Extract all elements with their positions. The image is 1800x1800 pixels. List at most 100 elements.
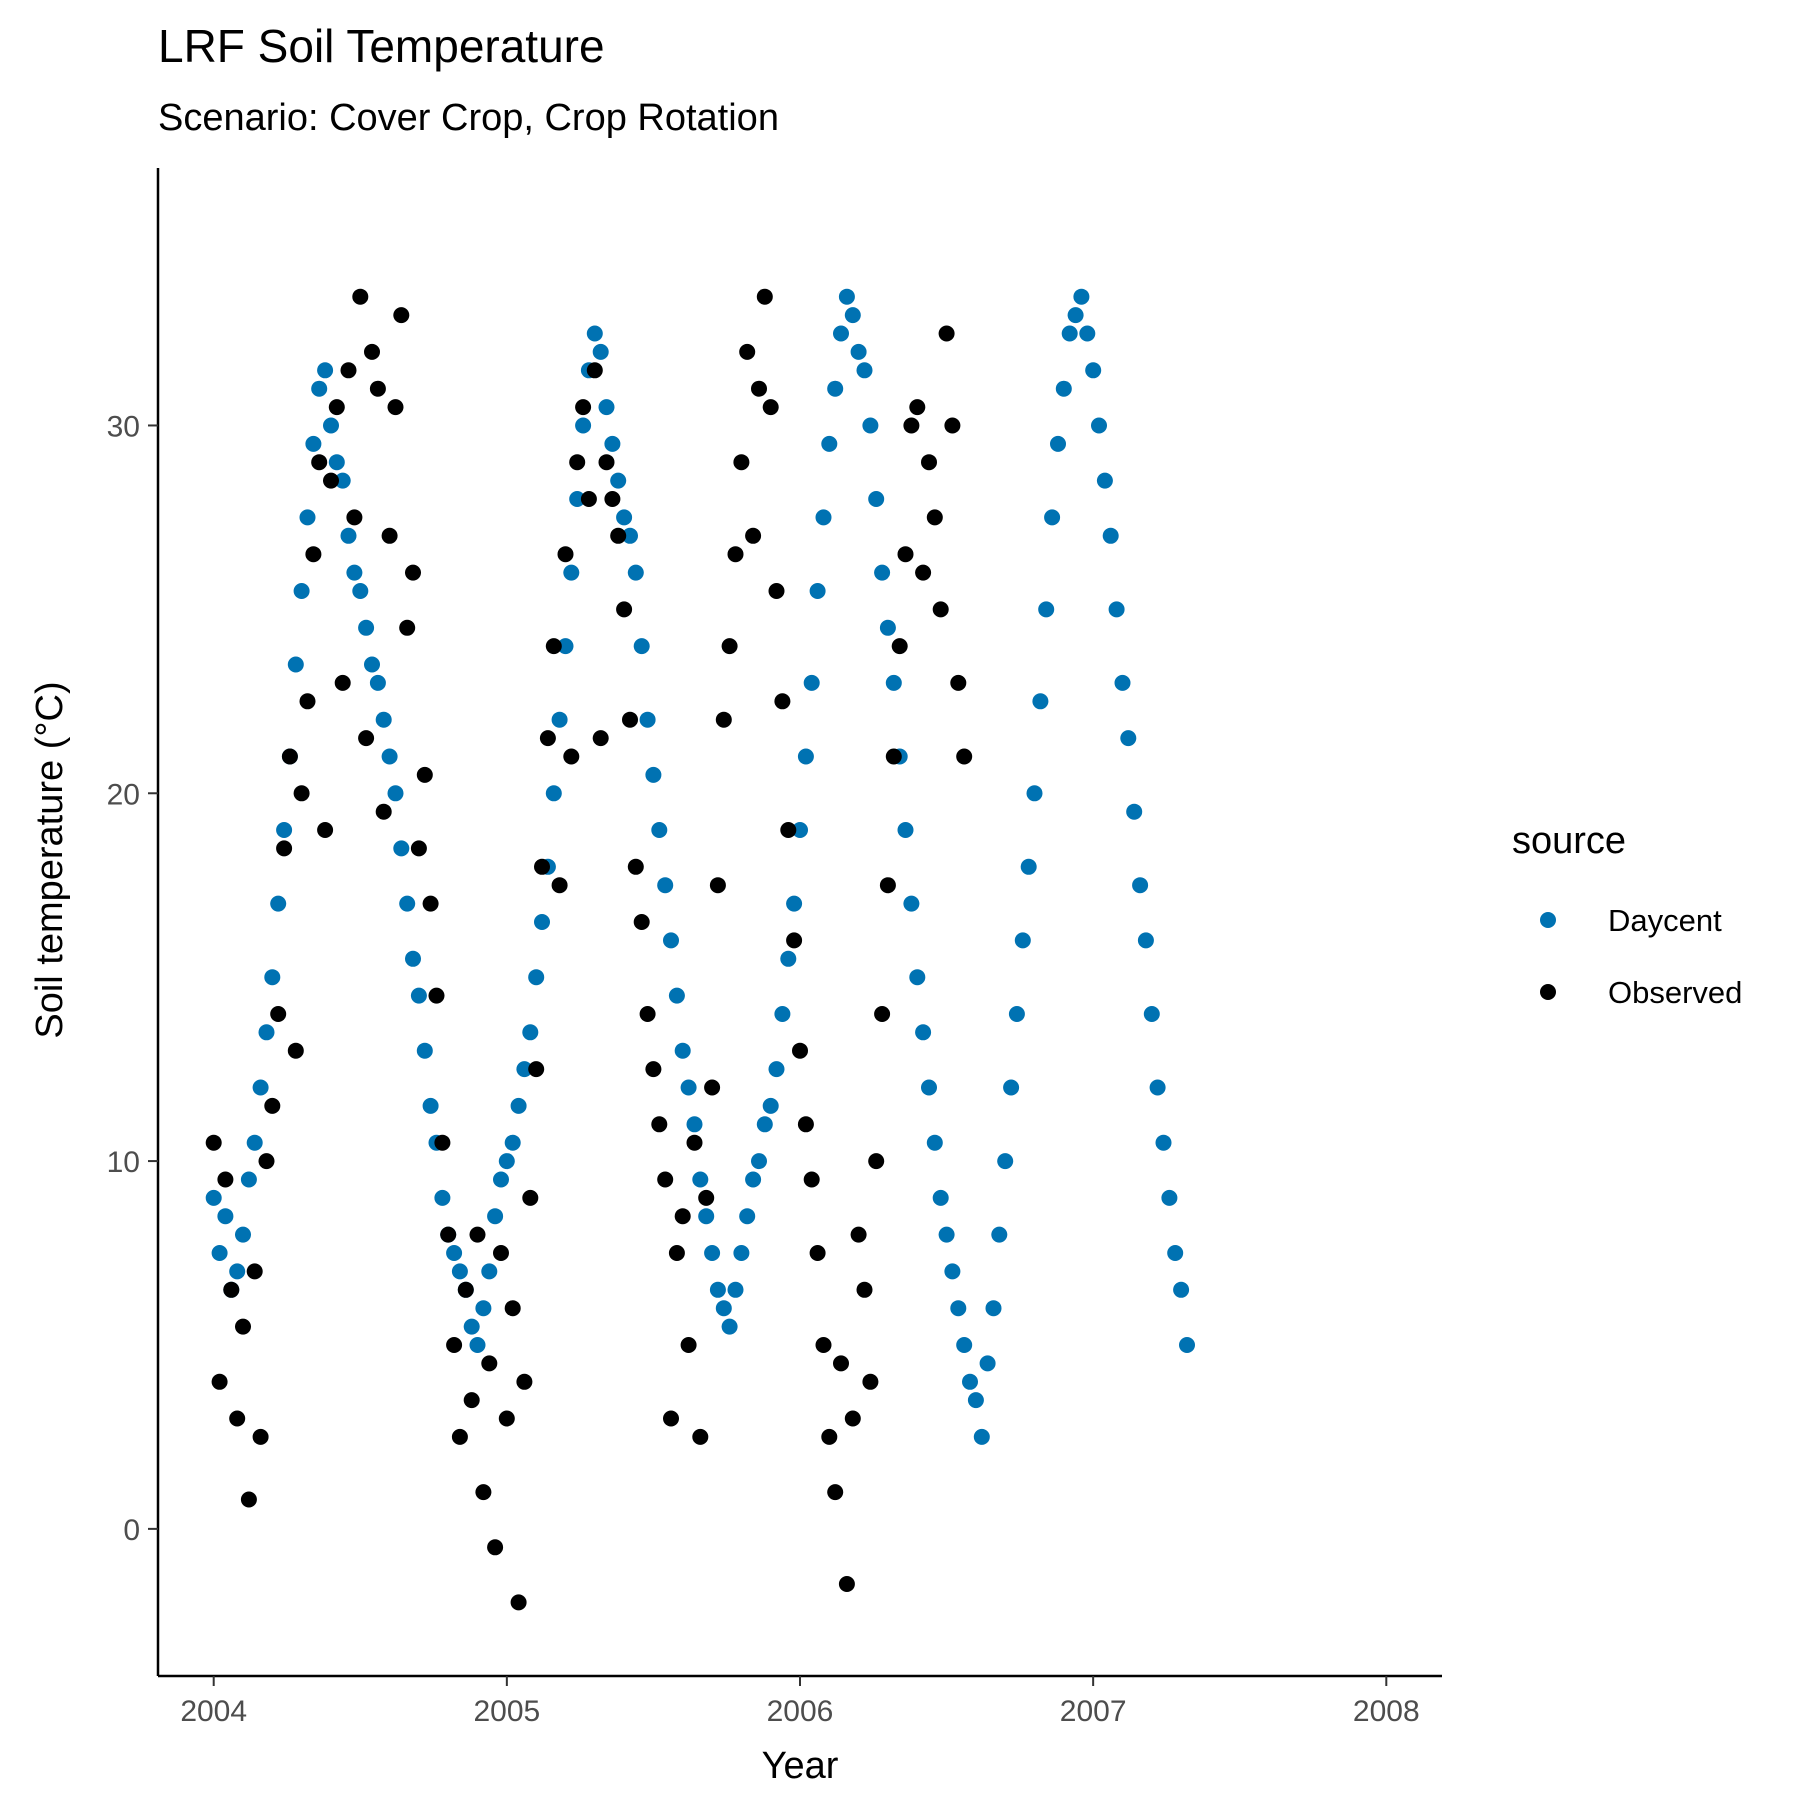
data-point	[604, 491, 621, 507]
data-point	[622, 527, 638, 544]
data-point	[328, 454, 345, 471]
y-axis-title: Soil temperature (°C)	[29, 681, 71, 1038]
data-point	[440, 1226, 457, 1243]
data-point	[311, 454, 328, 471]
data-point	[516, 1061, 533, 1078]
data-point	[211, 1245, 228, 1261]
data-point	[399, 895, 416, 912]
x-tick-label: 2006	[767, 1695, 834, 1728]
data-point	[522, 1189, 539, 1206]
data-point	[1026, 785, 1043, 802]
data-point	[774, 693, 791, 710]
data-point	[815, 1337, 832, 1353]
data-point	[645, 1061, 662, 1078]
data-point	[1055, 380, 1072, 397]
data-point	[633, 914, 650, 930]
data-point	[229, 1410, 246, 1427]
data-point	[586, 362, 603, 379]
data-point	[422, 895, 439, 912]
data-point	[639, 711, 656, 728]
chart-title: LRF Soil Temperature	[158, 20, 605, 72]
data-point	[926, 1134, 943, 1151]
data-point	[270, 1006, 287, 1022]
data-point	[469, 1226, 486, 1243]
data-point	[317, 822, 334, 838]
data-point	[323, 472, 339, 489]
data-point	[645, 766, 662, 783]
data-point	[446, 1245, 463, 1261]
data-point	[469, 1337, 486, 1353]
data-point	[874, 564, 891, 581]
data-point	[962, 1373, 978, 1390]
data-point	[762, 399, 779, 416]
x-tick-label: 2004	[180, 1695, 247, 1728]
data-point	[616, 509, 633, 526]
data-point	[985, 1300, 1002, 1317]
data-point	[885, 748, 902, 765]
data-point	[504, 1134, 521, 1151]
data-point	[727, 546, 744, 563]
data-point	[821, 435, 838, 452]
data-point	[1155, 1134, 1172, 1151]
data-point	[481, 1355, 498, 1372]
data-point	[627, 858, 644, 875]
data-point	[680, 1337, 697, 1353]
data-point	[457, 1281, 474, 1298]
data-point	[1126, 803, 1143, 820]
data-point	[364, 343, 380, 360]
data-point	[856, 362, 873, 379]
data-point	[393, 307, 410, 324]
data-point	[258, 1024, 275, 1041]
data-point	[410, 840, 427, 857]
data-point	[246, 1263, 263, 1280]
data-point	[1096, 472, 1113, 489]
data-point	[874, 1006, 891, 1022]
data-point	[563, 564, 580, 581]
data-point	[369, 674, 386, 691]
data-point	[299, 693, 316, 710]
data-point	[592, 343, 609, 360]
data-point	[751, 380, 767, 397]
axes: 2004 2005 2006 2007 2008 0 10 20 30	[107, 168, 1442, 1728]
legend: source Daycent Observed	[1512, 820, 1742, 1010]
data-point	[598, 399, 615, 416]
data-point	[932, 1189, 949, 1206]
data-point	[1114, 674, 1131, 691]
data-point	[240, 1491, 257, 1508]
data-point	[921, 1079, 937, 1096]
data-point	[1014, 932, 1031, 949]
data-point	[827, 380, 844, 397]
data-point	[815, 509, 832, 526]
data-point	[663, 932, 679, 949]
data-point	[721, 638, 738, 655]
data-point	[780, 822, 797, 838]
y-tick-label: 10	[107, 1146, 140, 1179]
data-point	[211, 1373, 228, 1390]
data-point	[809, 583, 826, 599]
data-point	[375, 711, 392, 728]
data-point	[317, 362, 334, 379]
data-point	[557, 546, 574, 563]
data-point	[340, 527, 357, 544]
data-point	[868, 491, 885, 507]
data-point	[780, 950, 797, 967]
data-point	[575, 399, 592, 416]
data-point	[663, 1410, 679, 1427]
data-point	[487, 1539, 504, 1556]
data-point	[1067, 307, 1084, 324]
data-point	[610, 472, 627, 489]
data-point	[868, 1153, 885, 1170]
data-point	[528, 1061, 545, 1078]
data-point	[762, 1097, 779, 1114]
data-point	[534, 858, 550, 875]
data-point	[352, 583, 369, 599]
data-point	[258, 1153, 275, 1170]
data-point	[903, 895, 920, 912]
data-point	[205, 1189, 222, 1206]
data-point	[580, 491, 597, 507]
data-point	[1137, 932, 1154, 949]
data-point	[674, 1208, 691, 1225]
data-point	[498, 1410, 515, 1427]
data-point	[715, 1300, 732, 1317]
data-point	[346, 564, 363, 581]
